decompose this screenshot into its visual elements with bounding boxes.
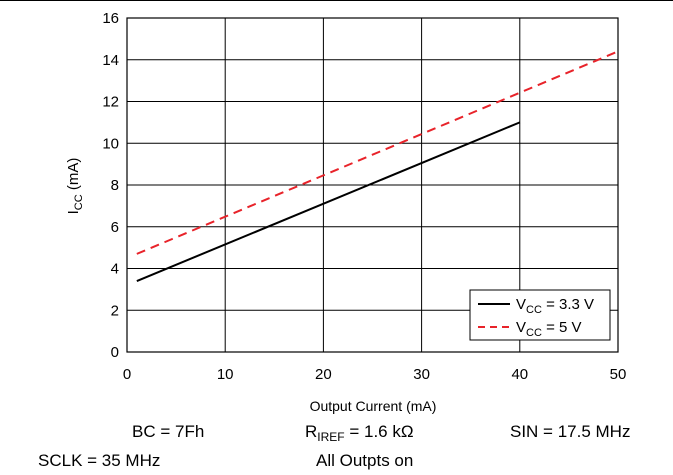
condition-sclk: SCLK = 35 MHz xyxy=(38,451,161,470)
x-tick-labels: 0 10 20 30 40 50 xyxy=(123,366,627,383)
x-tick-label: 40 xyxy=(511,366,528,383)
y-axis-label: ICC (mA) xyxy=(65,158,85,215)
x-tick-label: 0 xyxy=(123,366,131,383)
x-tick-label: 20 xyxy=(315,366,332,383)
y-tick-label: 14 xyxy=(102,52,119,69)
plot-border xyxy=(126,17,619,353)
x-tick-label: 10 xyxy=(217,366,234,383)
y-tick-label: 10 xyxy=(102,135,119,152)
series-lines xyxy=(136,50,619,282)
legend-label-vcc-5v: VCC = 5 V xyxy=(516,319,582,339)
series-line-1 xyxy=(136,50,619,255)
x-tick-label: 30 xyxy=(413,366,430,383)
y-tick-labels: 0 2 4 6 8 10 12 14 16 xyxy=(102,10,119,361)
y-tick-label: 6 xyxy=(111,219,119,236)
y-tick-label: 4 xyxy=(111,261,119,278)
series-line-0 xyxy=(136,121,521,282)
condition-sin: SIN = 17.5 MHz xyxy=(510,422,631,441)
condition-riref: RIREF = 1.6 kΩ xyxy=(305,422,414,444)
x-tick-label: 50 xyxy=(610,366,627,383)
condition-riref-rest: = 1.6 kΩ xyxy=(344,422,414,441)
legend-box xyxy=(469,289,611,341)
y-tick-label: 8 xyxy=(111,177,119,194)
condition-bc: BC = 7Fh xyxy=(132,422,205,441)
legend-label-vcc-3v3: VCC = 3.3 V xyxy=(516,296,594,316)
condition-riref-sub: IREF xyxy=(317,430,345,444)
y-tick-label: 2 xyxy=(111,302,119,319)
y-tick-label: 12 xyxy=(102,94,119,111)
x-axis-label: Output Current (mA) xyxy=(310,398,437,414)
y-tick-label: 16 xyxy=(102,10,119,27)
condition-riref-main: R xyxy=(305,422,318,441)
y-tick-label: 0 xyxy=(111,344,119,361)
legend: VCC = 3.3 V VCC = 5 V xyxy=(469,289,611,341)
condition-outputs: All Outpts on xyxy=(316,451,414,470)
